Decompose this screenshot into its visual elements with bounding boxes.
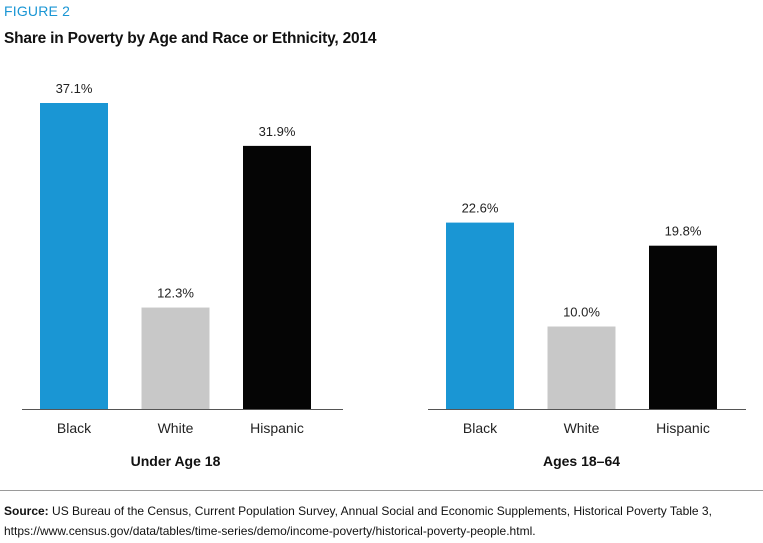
category-tick-label: Black [57,420,92,436]
category-tick-label: White [158,420,194,436]
value-label: 37.1% [56,81,93,96]
value-label: 12.3% [157,286,194,301]
value-label: 10.0% [563,305,600,320]
group-label: Ages 18–64 [543,453,620,469]
bar-1-hispanic [649,245,717,409]
source-url[interactable]: https://www.census.gov/data/tables/time-… [4,524,536,538]
value-label: 19.8% [665,224,702,239]
group-label: Under Age 18 [131,453,221,469]
bar-0-black [40,103,108,409]
source-label: Source: [4,504,49,518]
value-label: 22.6% [462,201,499,216]
category-tick-label: Hispanic [656,420,710,436]
figure-label: FIGURE 2 [4,3,71,19]
value-label: 31.9% [259,124,296,139]
source-note: Source: US Bureau of the Census, Current… [4,501,762,541]
divider [0,490,763,491]
bar-0-white [141,307,210,409]
source-text: US Bureau of the Census, Current Populat… [52,504,712,518]
bar-1-black [446,222,514,409]
category-tick-label: White [564,420,600,436]
bar-1-white [547,326,616,409]
category-tick-label: Hispanic [250,420,304,436]
bar-chart: 37.1% Black 12.3% White 31.9% Hispanic Under A… [22,81,746,469]
chart-title: Share in Poverty by Age and Race or Ethn… [4,30,377,47]
bar-0-hispanic [243,145,311,410]
category-tick-label: Black [463,420,498,436]
